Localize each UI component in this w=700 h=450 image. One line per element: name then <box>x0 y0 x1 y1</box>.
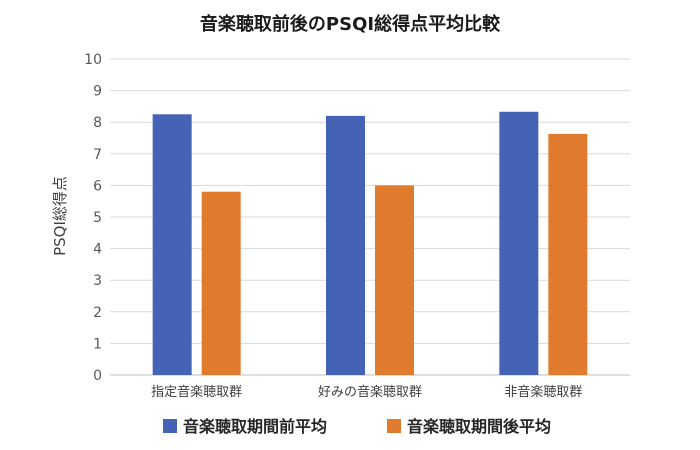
bar-before-3 <box>499 111 539 375</box>
y-tick-label: 3 <box>93 273 102 289</box>
bars <box>152 111 588 376</box>
bar-after-2 <box>375 185 414 375</box>
x-category-label: 指定音楽聴取群 <box>151 384 242 400</box>
y-axis-label: PSQI総得点 <box>51 176 69 256</box>
x-axis-categories: 指定音楽聴取群 好みの音楽聴取群 非音楽聴取群 <box>151 384 582 400</box>
y-tick-label: 2 <box>93 305 102 321</box>
bar-after-1 <box>201 191 241 375</box>
y-tick-label: 9 <box>93 84 102 100</box>
bar-before-1 <box>152 114 192 376</box>
y-axis-ticks: 0 1 2 3 4 5 6 7 8 9 10 <box>84 52 102 384</box>
chart-title: 音楽聴取前後のPSQI総得点平均比較 <box>200 13 501 35</box>
y-tick-label: 7 <box>93 147 102 163</box>
y-tick-label: 10 <box>84 52 102 68</box>
legend-label-after: 音楽聴取期間後平均 <box>407 417 551 436</box>
y-tick-label: 8 <box>93 115 102 131</box>
legend: 音楽聴取期間前平均 音楽聴取期間後平均 <box>163 417 551 436</box>
bar-after-3 <box>548 133 588 375</box>
y-tick-label: 4 <box>93 242 102 258</box>
legend-label-before: 音楽聴取期間前平均 <box>183 417 327 436</box>
legend-swatch-before <box>163 419 177 433</box>
legend-swatch-after <box>387 419 401 433</box>
bar-before-2 <box>326 115 365 375</box>
y-tick-label: 5 <box>93 210 102 226</box>
x-category-label: 好みの音楽聴取群 <box>318 384 422 400</box>
gridlines <box>110 58 630 376</box>
y-tick-label: 1 <box>93 336 102 352</box>
x-category-label: 非音楽聴取群 <box>504 384 582 400</box>
y-tick-label: 6 <box>93 178 102 194</box>
y-tick-label: 0 <box>93 368 102 384</box>
